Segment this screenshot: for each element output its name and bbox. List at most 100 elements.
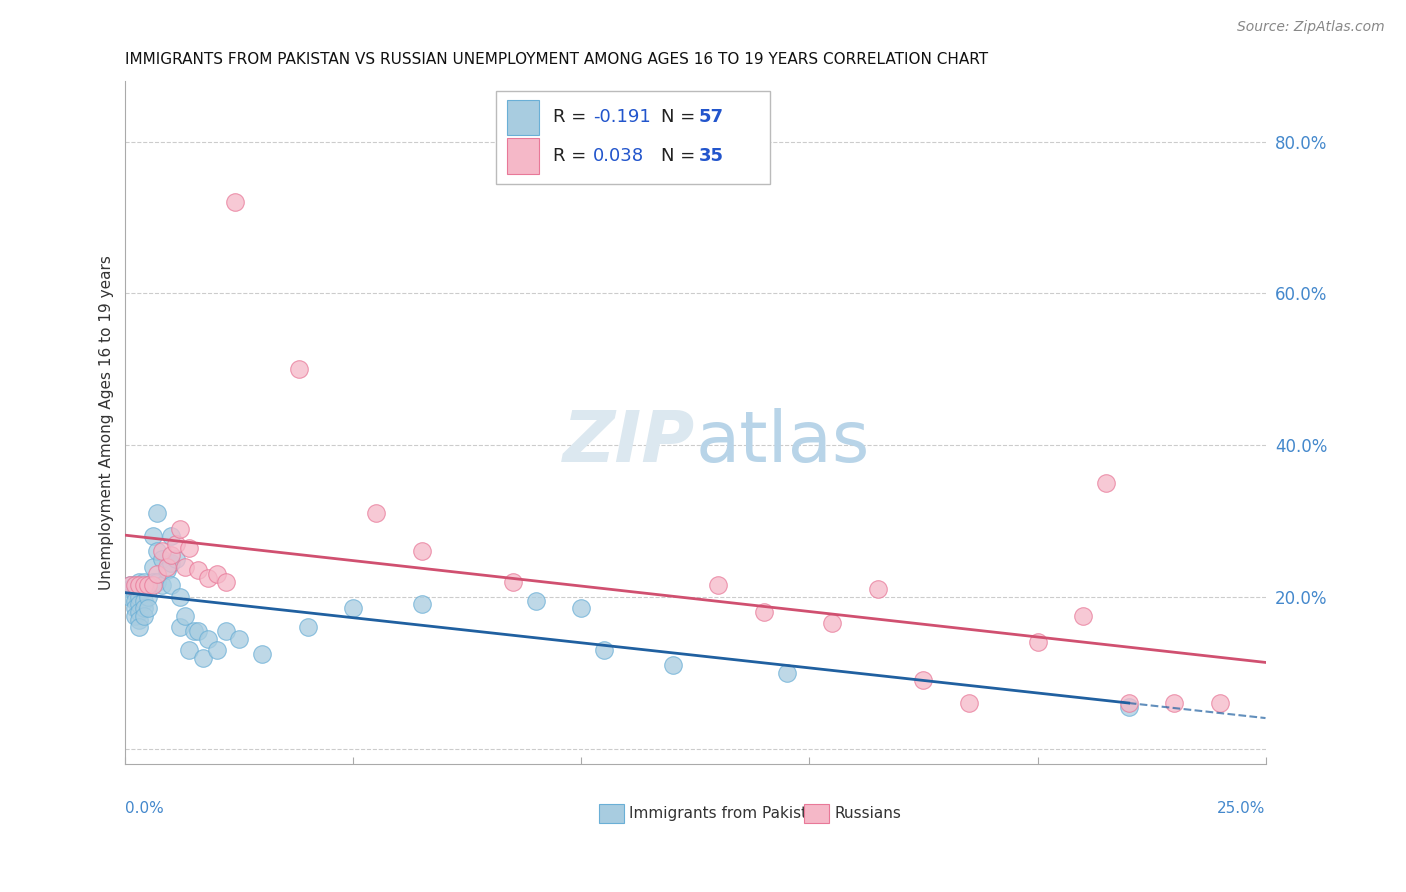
Point xyxy=(661,658,683,673)
Point xyxy=(179,541,201,555)
Point xyxy=(197,571,219,585)
Point xyxy=(502,574,524,589)
Point xyxy=(142,578,165,592)
Point xyxy=(205,567,228,582)
Point xyxy=(146,567,169,582)
Text: 57: 57 xyxy=(699,108,724,127)
Point xyxy=(132,574,155,589)
Point xyxy=(128,605,150,619)
Point xyxy=(118,590,141,604)
Text: N =: N = xyxy=(661,108,702,127)
Point xyxy=(128,590,150,604)
Point xyxy=(132,582,155,597)
Point xyxy=(124,593,146,607)
Point xyxy=(160,529,183,543)
Point xyxy=(187,563,209,577)
Point xyxy=(169,522,191,536)
Text: -0.191: -0.191 xyxy=(593,108,651,127)
Point xyxy=(1071,608,1094,623)
Point xyxy=(411,598,433,612)
Point xyxy=(215,574,238,589)
Point xyxy=(1163,696,1185,710)
Point xyxy=(124,586,146,600)
Text: N =: N = xyxy=(661,147,702,165)
Point xyxy=(866,582,889,597)
Point xyxy=(1095,476,1118,491)
Point xyxy=(173,608,195,623)
Point xyxy=(297,620,319,634)
Text: ZIP: ZIP xyxy=(564,409,696,477)
Point xyxy=(287,362,309,376)
Point xyxy=(118,578,141,592)
Text: atlas: atlas xyxy=(696,409,870,477)
Point xyxy=(136,590,159,604)
Point xyxy=(821,616,844,631)
Point xyxy=(150,544,173,558)
Point xyxy=(146,574,169,589)
Text: R =: R = xyxy=(553,108,592,127)
Point xyxy=(593,643,616,657)
Point xyxy=(707,578,730,592)
Point xyxy=(191,650,214,665)
Point xyxy=(142,559,165,574)
Point xyxy=(1209,696,1232,710)
Point xyxy=(128,620,150,634)
Point xyxy=(150,552,173,566)
Point xyxy=(118,578,141,592)
Point xyxy=(132,593,155,607)
Point xyxy=(1118,696,1140,710)
Text: Immigrants from Pakistan: Immigrants from Pakistan xyxy=(630,806,827,821)
Point xyxy=(124,578,146,592)
Point xyxy=(183,624,205,638)
Point xyxy=(124,601,146,615)
Point xyxy=(173,559,195,574)
Point xyxy=(146,507,169,521)
Point xyxy=(752,605,775,619)
Point xyxy=(165,537,187,551)
Point xyxy=(524,593,547,607)
Text: Source: ZipAtlas.com: Source: ZipAtlas.com xyxy=(1237,20,1385,34)
Point xyxy=(142,574,165,589)
Point xyxy=(128,613,150,627)
Point xyxy=(957,696,980,710)
Point xyxy=(136,578,159,592)
Point xyxy=(197,632,219,646)
Point xyxy=(169,590,191,604)
Text: 35: 35 xyxy=(699,147,724,165)
Point xyxy=(132,578,155,592)
Point xyxy=(136,578,159,592)
Text: 0.0%: 0.0% xyxy=(125,801,165,816)
Point xyxy=(160,548,183,562)
Text: IMMIGRANTS FROM PAKISTAN VS RUSSIAN UNEMPLOYMENT AMONG AGES 16 TO 19 YEARS CORRE: IMMIGRANTS FROM PAKISTAN VS RUSSIAN UNEM… xyxy=(125,53,988,68)
Point xyxy=(128,582,150,597)
FancyBboxPatch shape xyxy=(599,804,624,823)
Point xyxy=(169,620,191,634)
Point xyxy=(342,601,364,615)
Point xyxy=(132,601,155,615)
Point xyxy=(366,507,388,521)
Point xyxy=(136,601,159,615)
Point xyxy=(1118,699,1140,714)
Point xyxy=(252,647,274,661)
Point xyxy=(912,673,935,688)
Point xyxy=(1026,635,1049,649)
Point xyxy=(776,665,799,680)
Text: R =: R = xyxy=(553,147,592,165)
Point xyxy=(165,552,187,566)
Point xyxy=(146,544,169,558)
Point xyxy=(160,556,183,570)
Point xyxy=(179,643,201,657)
Point xyxy=(118,582,141,597)
Point xyxy=(124,578,146,592)
Point xyxy=(228,632,250,646)
Point xyxy=(187,624,209,638)
Text: 0.038: 0.038 xyxy=(593,147,644,165)
Point xyxy=(128,598,150,612)
FancyBboxPatch shape xyxy=(804,804,830,823)
Point xyxy=(224,195,246,210)
Point xyxy=(128,574,150,589)
Point xyxy=(155,563,177,577)
Point xyxy=(411,544,433,558)
Point xyxy=(160,578,183,592)
Point xyxy=(155,559,177,574)
